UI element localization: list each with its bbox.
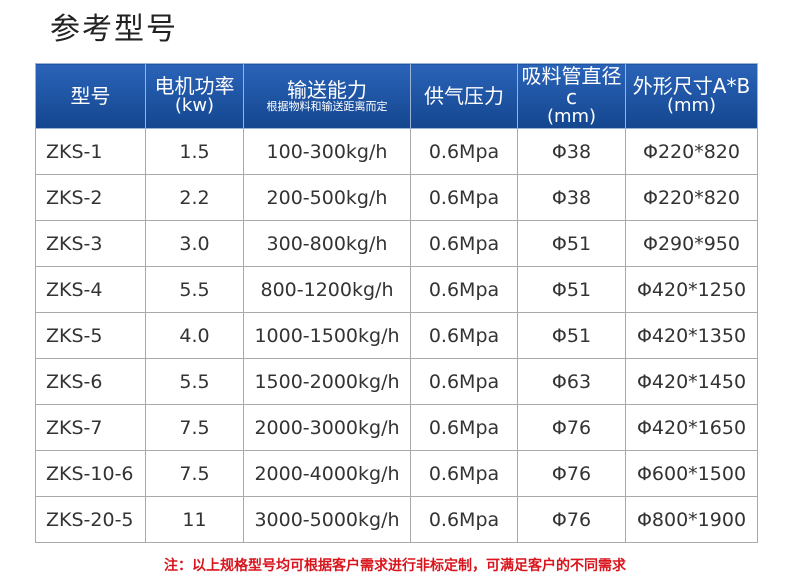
table-cell: 0.6Mpa — [410, 496, 518, 543]
header-row: 型号 电机功率 (kw) 输送能力 根据物料和输送距离而定 供气压力 吸料管直径c (mm) 外… — [35, 63, 758, 129]
table-body: ZKS-1 1.5 100-300kg/h 0.6Mpa Φ38 Φ220*820 ZKS-… — [35, 128, 758, 543]
table-cell: 7.5 — [145, 404, 244, 451]
title: 参考型号 — [50, 12, 178, 47]
header-cell: 吸料管直径c (mm) — [517, 63, 626, 129]
table-cell: 2000-3000kg/h — [243, 404, 411, 451]
table-cell: Φ800*1900 — [625, 496, 758, 543]
table-cell: Φ51 — [517, 312, 626, 359]
table-cell: Φ420*1350 — [625, 312, 758, 359]
table-cell: ZKS-7 — [35, 404, 146, 451]
table-row: ZKS-2 2.2 200-500kg/h 0.6Mpa Φ38 Φ220*820 — [35, 174, 758, 221]
header-cell: 电机功率 (kw) — [145, 63, 244, 129]
table-cell: 3.0 — [145, 220, 244, 267]
note: 注：以上规格型号均可根据客户需求进行非标定制，可满足客户的不同需求 — [164, 558, 626, 574]
table-cell: Φ600*1500 — [625, 450, 758, 497]
header-cell: 外形尺寸A*B (mm) — [625, 63, 758, 129]
table-row: ZKS-1 1.5 100-300kg/h 0.6Mpa Φ38 Φ220*820 — [35, 128, 758, 175]
header-cell: 供气压力 — [410, 63, 518, 129]
table-cell: Φ38 — [517, 128, 626, 175]
table-row: ZKS-20-5 11 3000-5000kg/h 0.6Mpa Φ76 Φ800*190… — [35, 496, 758, 543]
table-cell: 1000-1500kg/h — [243, 312, 411, 359]
table-cell: 0.6Mpa — [410, 450, 518, 497]
table-cell: 0.6Mpa — [410, 266, 518, 313]
table-cell: 0.6Mpa — [410, 358, 518, 405]
header-text: 吸料管直径c — [521, 63, 622, 109]
table-cell: 3000-5000kg/h — [243, 496, 411, 543]
table-cell: Φ220*820 — [625, 128, 758, 175]
header-text: (mm) — [546, 105, 597, 127]
table-cell: ZKS-5 — [35, 312, 146, 359]
table-cell: Φ38 — [517, 174, 626, 221]
table-cell: 100-300kg/h — [243, 128, 411, 175]
table-cell: 1500-2000kg/h — [243, 358, 411, 405]
header-cell: 型号 — [35, 63, 146, 129]
table-cell: 5.5 — [145, 358, 244, 405]
table-cell: Φ76 — [517, 404, 626, 451]
header-text: (kw) — [174, 95, 215, 117]
table-cell: Φ63 — [517, 358, 626, 405]
table-row: ZKS-6 5.5 1500-2000kg/h 0.6Mpa Φ63 Φ420*1450 — [35, 358, 758, 405]
table-cell: ZKS-6 — [35, 358, 146, 405]
table-cell: 2000-4000kg/h — [243, 450, 411, 497]
table-cell: ZKS-3 — [35, 220, 146, 267]
table-cell: 7.5 — [145, 450, 244, 497]
table-row: ZKS-7 7.5 2000-3000kg/h 0.6Mpa Φ76 Φ420*1650 — [35, 404, 758, 451]
table-row: ZKS-3 3.0 300-800kg/h 0.6Mpa Φ51 Φ290*950 — [35, 220, 758, 267]
table-cell: Φ51 — [517, 266, 626, 313]
table-cell: 4.0 — [145, 312, 244, 359]
table-row: ZKS-4 5.5 800-1200kg/h 0.6Mpa Φ51 Φ420*1250 — [35, 266, 758, 313]
table-cell: 11 — [145, 496, 244, 543]
table-cell: 0.6Mpa — [410, 220, 518, 267]
table-cell: 5.5 — [145, 266, 244, 313]
spec-table: 型号 电机功率 (kw) 输送能力 根据物料和输送距离而定 供气压力 吸料管直径c (mm) 外… — [35, 63, 758, 543]
header-text: (mm) — [666, 95, 717, 117]
table-cell: Φ290*950 — [625, 220, 758, 267]
table-cell: ZKS-10-6 — [35, 450, 146, 497]
table-cell: 0.6Mpa — [410, 128, 518, 175]
header-text: 根据物料和输送距离而定 — [266, 99, 388, 113]
header-text: 输送能力 — [287, 77, 367, 102]
table-cell: Φ76 — [517, 450, 626, 497]
table-cell: ZKS-20-5 — [35, 496, 146, 543]
table-row: ZKS-5 4.0 1000-1500kg/h 0.6Mpa Φ51 Φ420*1350 — [35, 312, 758, 359]
table-cell: Φ220*820 — [625, 174, 758, 221]
table-cell: 200-500kg/h — [243, 174, 411, 221]
table-cell: 0.6Mpa — [410, 312, 518, 359]
table-cell: ZKS-2 — [35, 174, 146, 221]
header-text: 电机功率 — [154, 74, 235, 99]
table-cell: Φ420*1450 — [625, 358, 758, 405]
table-row: ZKS-10-6 7.5 2000-4000kg/h 0.6Mpa Φ76 Φ600*15… — [35, 450, 758, 497]
table-cell: Φ76 — [517, 496, 626, 543]
table-cell: 800-1200kg/h — [243, 266, 411, 313]
table-cell: Φ420*1650 — [625, 404, 758, 451]
table-cell: 300-800kg/h — [243, 220, 411, 267]
header-text: 型号 — [70, 83, 111, 108]
table-cell: 0.6Mpa — [410, 404, 518, 451]
table-cell: Φ51 — [517, 220, 626, 267]
table-cell: ZKS-1 — [35, 128, 146, 175]
header-cell: 输送能力 根据物料和输送距离而定 — [243, 63, 411, 129]
table-cell: Φ420*1250 — [625, 266, 758, 313]
header-text: 外形尺寸A*B — [632, 74, 751, 99]
table-cell: 2.2 — [145, 174, 244, 221]
header-text: 供气压力 — [424, 83, 504, 108]
table-cell: ZKS-4 — [35, 266, 146, 313]
table-cell: 1.5 — [145, 128, 244, 175]
table-cell: 0.6Mpa — [410, 174, 518, 221]
